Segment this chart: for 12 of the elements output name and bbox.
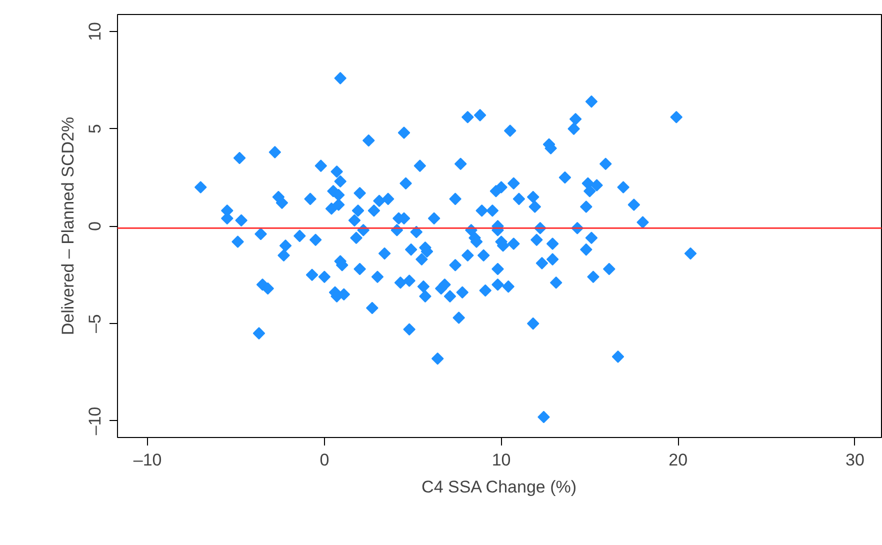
x-tick-label: –10 [133, 450, 162, 470]
y-tick-label: –10 [86, 406, 104, 436]
y-tick-label: 0 [86, 221, 104, 231]
x-tick-label: 0 [320, 450, 330, 470]
x-tick-label: 30 [846, 450, 864, 470]
x-tick-label: 20 [668, 450, 688, 470]
y-tick-label: –5 [86, 314, 104, 334]
y-axis-title: Delivered – Planned SCD2% [58, 116, 78, 336]
x-tick-label: 10 [492, 450, 511, 470]
y-tick-label: 5 [86, 124, 104, 134]
x-axis-title: C4 SSA Change (%) [422, 478, 577, 496]
y-tick-label: 10 [86, 22, 104, 41]
